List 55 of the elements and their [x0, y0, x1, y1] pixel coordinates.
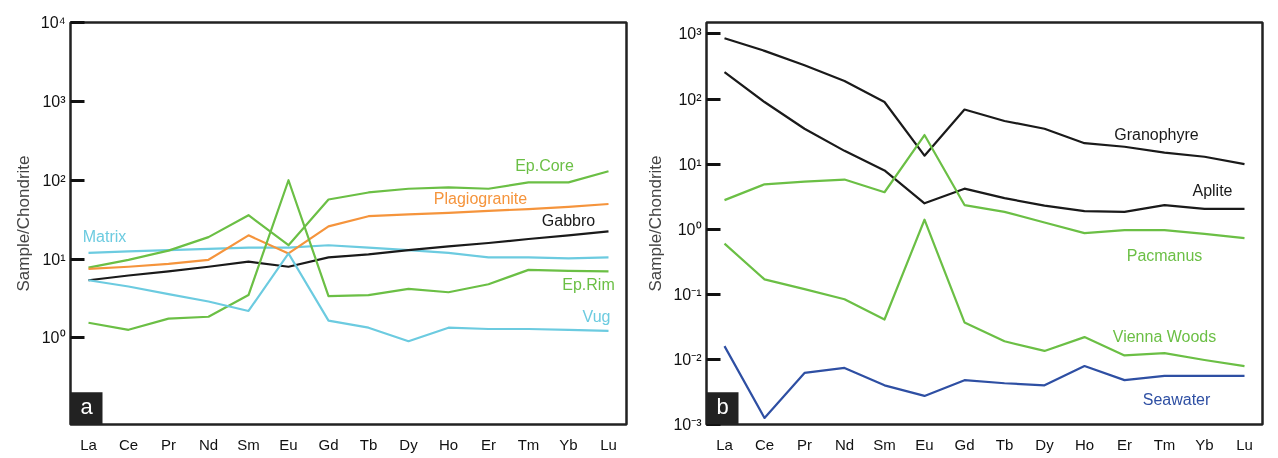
x-tick-label: Ho: [1074, 435, 1095, 453]
x-tick-label: Gd: [954, 435, 975, 453]
x-tick-label: Pr: [797, 435, 812, 453]
x-tick-label: Er: [1117, 435, 1132, 453]
y-tick-label: 10¹: [42, 250, 66, 268]
y-tick-label: 10⁻¹: [673, 285, 702, 303]
x-tick-label: Yb: [1195, 435, 1214, 453]
annotation: b: [716, 393, 729, 419]
x-tick-label: Sm: [873, 435, 896, 453]
x-tick-label: Lu: [600, 435, 617, 453]
series-label: Pacmanus: [1126, 247, 1203, 265]
series-label: Gabbro: [541, 212, 596, 230]
x-tick-label: Nd: [198, 435, 219, 453]
x-tick-label: Dy: [1035, 435, 1055, 453]
y-tick-label: 10²: [42, 171, 67, 189]
x-tick-label: Eu: [279, 435, 298, 453]
series-label: Seawater: [1142, 390, 1211, 408]
x-tick-label: La: [80, 435, 98, 453]
x-tick-label: Ce: [754, 435, 775, 453]
x-tick-label: Er: [481, 435, 496, 453]
x-tick-label: Tm: [517, 435, 540, 453]
series-label: Plagiogranite: [433, 189, 528, 207]
y-tick-label: 10⁴: [40, 14, 66, 31]
x-tick-label: Sm: [237, 435, 260, 453]
y-axis-title: Sample/Chondrite: [13, 155, 33, 292]
y-tick-label: 10³: [42, 92, 67, 110]
x-tick-label: Ce: [118, 435, 139, 453]
series-label: Matrix: [82, 227, 127, 245]
x-tick-label: Ho: [438, 435, 459, 453]
x-tick-label: Tb: [995, 435, 1014, 453]
x-tick-label: Yb: [559, 435, 578, 453]
x-tick-label: Dy: [399, 435, 419, 453]
y-tick-label: 10⁻²: [673, 350, 703, 368]
x-tick-label: La: [716, 435, 734, 453]
y-tick-label: 10¹: [678, 155, 702, 173]
x-tick-label: Tm: [1153, 435, 1176, 453]
series-label: Vug: [582, 307, 611, 325]
series-label: Ep.Core: [515, 157, 574, 175]
y-tick-label: 10³: [678, 25, 703, 43]
series-label: Granophyre: [1114, 125, 1199, 143]
y-tick-label: 10⁰: [41, 329, 66, 347]
x-tick-label: Gd: [318, 435, 339, 453]
series-label: Vienna Woods: [1112, 328, 1217, 346]
x-tick-label: Tb: [359, 435, 378, 453]
y-axis-title: Sample/Chondrite: [646, 155, 666, 292]
annotation: a: [80, 393, 94, 419]
series-label: Aplite: [1192, 181, 1233, 199]
x-tick-label: Nd: [834, 435, 855, 453]
y-tick-label: 10²: [678, 90, 703, 108]
y-tick-label: 10⁻³: [673, 416, 703, 433]
x-tick-label: Lu: [1236, 435, 1253, 453]
x-tick-label: Eu: [915, 435, 934, 453]
x-tick-label: Pr: [161, 435, 176, 453]
series-label: Ep.Rim: [562, 275, 615, 293]
y-tick-label: 10⁰: [677, 220, 702, 238]
